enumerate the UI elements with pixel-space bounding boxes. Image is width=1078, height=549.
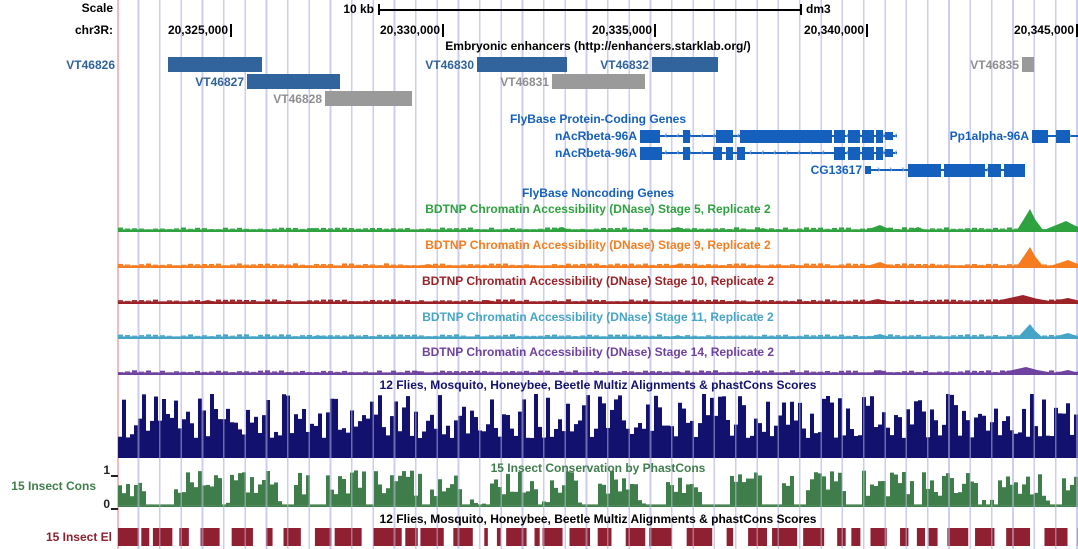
gene-exon [848, 146, 860, 160]
gene-exon [683, 146, 690, 160]
gene-label[interactable]: nAcRbeta-96A [554, 129, 637, 143]
coordinate-label: 20,330,000 [379, 23, 440, 37]
axis-tick-bottom [111, 508, 118, 510]
gene-label[interactable]: nAcRbeta-96A [554, 146, 637, 160]
noncoding-genes-track-title[interactable]: FlyBase Noncoding Genes [521, 186, 675, 200]
enhancer-item-label[interactable]: VT46832 [600, 58, 649, 72]
gene-exon [716, 129, 733, 143]
gene-exon [726, 146, 733, 160]
gene-exon [908, 163, 941, 177]
scale-bar [378, 4, 802, 15]
conservation-track-label[interactable]: 15 Insect Cons [11, 479, 96, 493]
gene-exon [1056, 129, 1070, 143]
gene-label[interactable]: CG13617 [810, 163, 862, 177]
assembly-label: dm3 [806, 2, 831, 16]
coordinate-tick [1076, 24, 1078, 37]
coordinate-label: 20,345,000 [1013, 23, 1074, 37]
dnase-track-title[interactable]: BDTNP Chromatin Accessibility (DNase) St… [425, 238, 771, 252]
gene-exon [885, 149, 893, 157]
gene-exon [988, 163, 1001, 177]
enhancers-track-title[interactable]: Embryonic enhancers (http://enhancers.st… [445, 39, 751, 53]
multiz-density-plot[interactable] [118, 393, 1078, 458]
enhancer-item-label[interactable]: VT46826 [66, 58, 115, 72]
scale-bar-text: 10 kb [343, 2, 374, 16]
gene-exon [862, 146, 874, 160]
coordinate-tick [442, 24, 444, 37]
enhancer-item[interactable] [325, 91, 412, 106]
multiz-density[interactable] [118, 393, 1078, 458]
gene-exon [1004, 163, 1025, 177]
gene-exon [944, 163, 985, 177]
gene-exon [737, 146, 745, 160]
multiz-track-title[interactable]: 12 Flies, Mosquito, Honeybee, Beetle Mul… [379, 378, 817, 392]
gene-exon [713, 146, 722, 160]
gene-exon [848, 129, 860, 143]
coordinate-tick [866, 24, 868, 37]
gene-model[interactable]: ‹ ‹ ‹ ‹ ‹ ‹ ‹ ‹ ‹ ‹ ‹ ‹ ‹ ‹ ‹ ‹ ‹ ‹ ‹ ‹ … [640, 129, 897, 143]
gene-model[interactable]: ‹ ‹ ‹ ‹ ‹ ‹ ‹ ‹ ‹ ‹ ‹ ‹ ‹ ‹ ‹ ‹ ‹ ‹ ‹ ‹ … [640, 146, 897, 160]
dnase-track-title[interactable]: BDTNP Chromatin Accessibility (DNase) St… [421, 274, 775, 288]
gene-exon [876, 146, 883, 160]
gene-model[interactable]: › › › › [1032, 129, 1078, 143]
enhancer-item[interactable] [1022, 57, 1034, 72]
elements-track-title[interactable]: 12 Flies, Mosquito, Honeybee, Beetle Mul… [379, 512, 817, 526]
gene-exon [862, 129, 874, 143]
coding-genes-track-title[interactable]: FlyBase Protein-Coding Genes [509, 112, 687, 126]
gene-exon [683, 129, 690, 143]
gene-exon [640, 129, 660, 143]
coordinate-label: 20,335,000 [591, 23, 652, 37]
enhancer-item[interactable] [247, 74, 340, 89]
gene-exon [740, 129, 832, 143]
enhancer-item-label[interactable]: VT46835 [970, 58, 1019, 72]
dnase-track-title[interactable]: BDTNP Chromatin Accessibility (DNase) St… [425, 202, 771, 216]
conservation-axis-min: 0 [103, 497, 110, 511]
enhancer-item-label[interactable]: VT46831 [500, 75, 549, 89]
gene-exon [834, 146, 845, 160]
enhancer-item[interactable] [652, 57, 718, 72]
conservation-plot[interactable] [118, 470, 1078, 507]
gene-label[interactable]: Pp1alpha-96A [949, 129, 1029, 143]
gene-exon [865, 166, 871, 174]
coordinate-label: 20,325,000 [167, 23, 228, 37]
gene-exon [640, 146, 662, 160]
axis-tick-top [111, 475, 118, 477]
conserved-elements[interactable] [118, 528, 1078, 546]
chrom-label: chr3R: [74, 23, 113, 37]
gene-model[interactable]: › › › › › › › › › › › › › › [865, 163, 1025, 177]
dnase-track-title[interactable]: BDTNP Chromatin Accessibility (DNase) St… [422, 310, 774, 324]
conservation-signal[interactable] [118, 470, 1078, 507]
enhancer-item-label[interactable]: VT46830 [425, 58, 474, 72]
enhancer-item[interactable] [552, 74, 645, 89]
enhancer-item-label[interactable]: VT46827 [195, 75, 244, 89]
conserved-elements-plot[interactable] [118, 528, 1078, 546]
conservation-track-title[interactable]: 15 Insect Conservation by PhastCons [490, 461, 706, 475]
dnase-track-title[interactable]: BDTNP Chromatin Accessibility (DNase) St… [421, 345, 775, 359]
gene-exon [834, 129, 845, 143]
gene-exon [876, 129, 883, 143]
gene-exon [885, 132, 893, 140]
scale-label: Scale [81, 1, 113, 15]
elements-track-label[interactable]: 15 Insect El [45, 530, 112, 544]
enhancer-item[interactable] [477, 57, 567, 72]
coordinate-label: 20,340,000 [803, 23, 864, 37]
enhancer-item[interactable] [168, 57, 262, 72]
gene-exon [1032, 129, 1048, 143]
enhancer-item-label[interactable]: VT46828 [273, 92, 322, 106]
coordinate-tick [654, 24, 656, 37]
conservation-axis-max: 1 [103, 463, 110, 477]
coordinate-tick [230, 24, 232, 37]
